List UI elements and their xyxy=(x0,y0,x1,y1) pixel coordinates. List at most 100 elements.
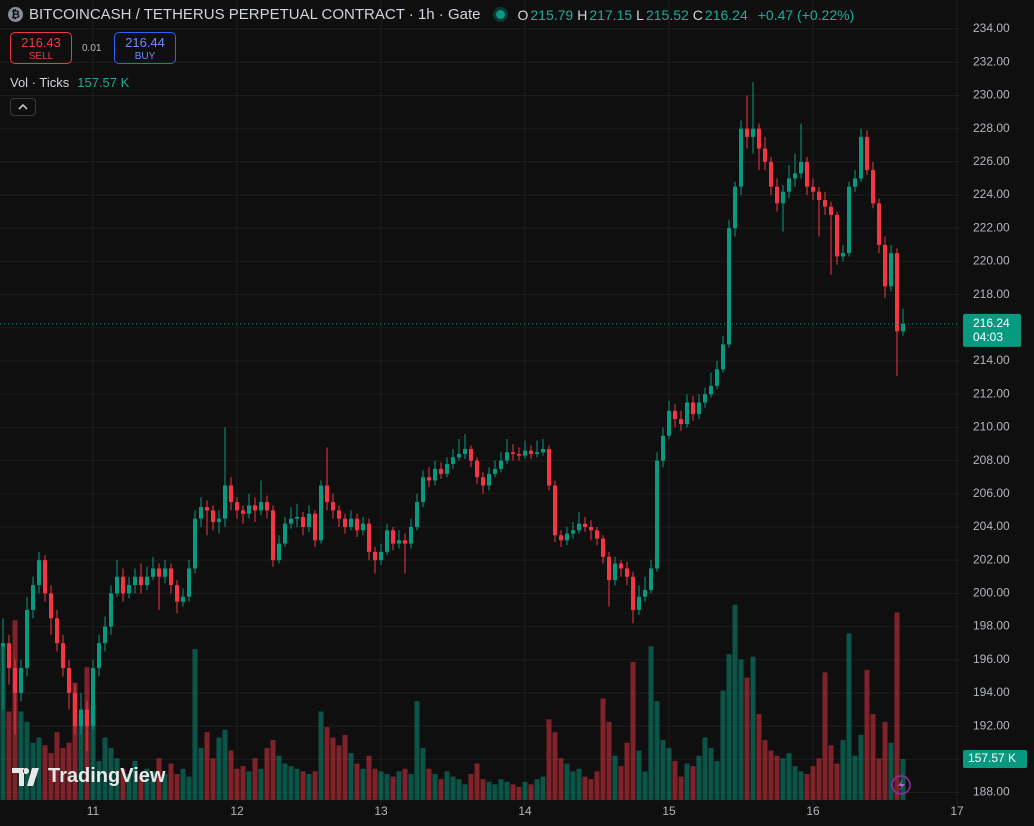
y-tick-label: 188.00 xyxy=(973,785,1010,799)
countdown-label: 04:03 xyxy=(973,330,1003,344)
volume-bar xyxy=(840,740,846,800)
volume-bar xyxy=(822,672,828,800)
sell-button[interactable]: 216.43 SELL xyxy=(10,32,72,64)
volume-bar xyxy=(744,677,750,800)
volume-bar xyxy=(660,740,666,800)
candle-body xyxy=(31,585,35,610)
volume-bar xyxy=(78,714,84,800)
y-tick-label: 228.00 xyxy=(973,121,1010,135)
buy-price: 216.44 xyxy=(125,35,165,50)
volume-bar xyxy=(816,758,822,800)
candle-body xyxy=(445,463,449,474)
candle-body xyxy=(37,560,41,586)
volume-bar xyxy=(390,776,396,800)
candle-body xyxy=(757,128,761,149)
volume-bar xyxy=(786,753,792,800)
volume-bar xyxy=(654,701,660,800)
candle-body xyxy=(547,448,551,486)
volume-bar xyxy=(486,781,492,800)
volume-bar xyxy=(438,779,444,800)
volume-bar xyxy=(150,771,156,800)
volume-bar xyxy=(756,714,762,800)
sell-label: SELL xyxy=(28,51,54,62)
candle-body xyxy=(823,200,827,207)
candle-body xyxy=(763,148,767,162)
y-tick-label: 234.00 xyxy=(973,21,1010,35)
ohlc-value: 217.15 xyxy=(589,6,633,23)
y-tick-label: 212.00 xyxy=(973,386,1010,400)
volume-bar xyxy=(60,747,66,800)
volume-bar xyxy=(402,768,408,800)
candle-body xyxy=(193,518,197,569)
candle-body xyxy=(109,593,113,627)
spread: 0.01 xyxy=(82,43,102,54)
volume-bar xyxy=(294,768,300,800)
volume-bar xyxy=(666,747,672,800)
candle-body xyxy=(451,457,455,464)
volume-bar xyxy=(408,773,414,800)
candle-body xyxy=(259,502,263,511)
symbol-logo: ₿ xyxy=(8,7,23,22)
buy-button[interactable]: 216.44 BUY xyxy=(114,32,176,64)
ohlc-key: L xyxy=(636,6,644,23)
candle-body xyxy=(535,452,539,454)
candle-body xyxy=(889,253,893,287)
volume-bar xyxy=(48,753,54,800)
candle-body xyxy=(835,214,839,257)
candle-body xyxy=(499,460,503,469)
volume-bar xyxy=(24,721,30,800)
volume-bar xyxy=(552,732,558,800)
candle-body xyxy=(211,510,215,523)
y-tick-label: 198.00 xyxy=(973,619,1010,633)
collapse-button[interactable] xyxy=(10,98,36,116)
volume-bar xyxy=(414,701,420,800)
volume-bar xyxy=(162,773,168,800)
candle-body xyxy=(619,563,623,569)
x-tick-label: 12 xyxy=(230,804,244,818)
volume-bar xyxy=(618,766,624,800)
candle-body xyxy=(715,369,719,386)
volume-bar xyxy=(468,773,474,800)
candle-body xyxy=(817,191,821,201)
candle-body xyxy=(43,560,47,594)
volume-tag-label: 157.57 K xyxy=(968,751,1016,765)
volume-bar xyxy=(516,786,522,800)
volume-bar xyxy=(588,779,594,800)
candle-body xyxy=(643,590,647,597)
volume-bar xyxy=(774,755,780,800)
volume-bar xyxy=(336,745,342,800)
volume-bar xyxy=(198,747,204,800)
candle-body xyxy=(349,518,353,527)
volume-bar xyxy=(630,661,636,800)
volume-bar xyxy=(492,784,498,800)
volume-bar xyxy=(306,773,312,800)
candle-body xyxy=(367,523,371,552)
ohlc-key: H xyxy=(577,6,588,23)
candle-body xyxy=(331,502,335,511)
volume-bar xyxy=(702,737,708,800)
volume-bar xyxy=(168,763,174,800)
ohlc-value: 215.79 xyxy=(530,6,574,23)
volume-bar xyxy=(690,766,696,800)
candle-body xyxy=(841,253,845,257)
volume-bar xyxy=(522,781,528,800)
candle-body xyxy=(229,485,233,503)
volume-bar xyxy=(318,711,324,800)
candle-body xyxy=(601,538,605,557)
volume-bar xyxy=(108,747,114,800)
volume-bar xyxy=(246,771,252,800)
candle-body xyxy=(163,568,167,577)
volume-bar xyxy=(126,773,132,800)
volume-bar xyxy=(138,776,144,800)
candle-body xyxy=(121,576,125,594)
x-tick-label: 17 xyxy=(950,804,964,818)
x-tick-label: 14 xyxy=(518,804,532,818)
candle-body xyxy=(277,543,281,561)
candle-body xyxy=(583,523,587,527)
candle-body xyxy=(877,203,881,245)
volume-bar xyxy=(174,773,180,800)
candle-body xyxy=(343,518,347,527)
ohlc-key: O xyxy=(517,6,529,23)
y-tick-label: 206.00 xyxy=(973,486,1010,500)
